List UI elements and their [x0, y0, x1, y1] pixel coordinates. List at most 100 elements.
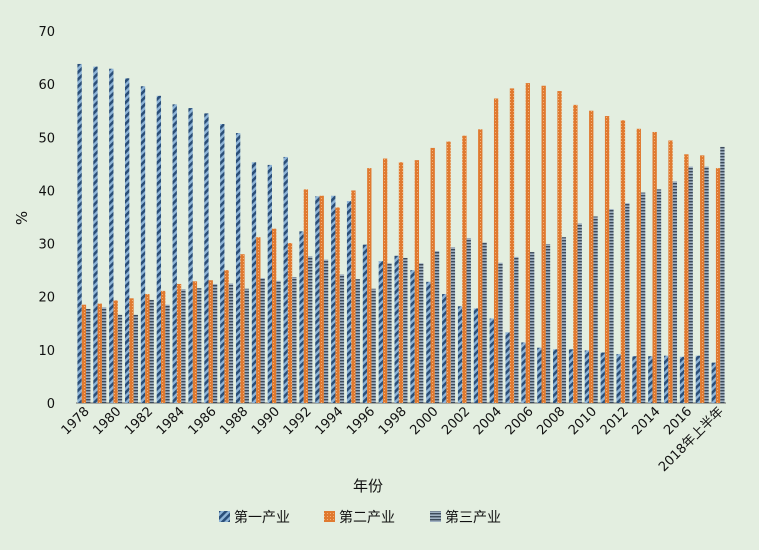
- bar-series-1-2001: [442, 294, 447, 403]
- bar-series-1-2014: [648, 356, 653, 403]
- y-tick-label: 30: [38, 238, 55, 253]
- bar-series-2-1990: [272, 228, 277, 403]
- bar-series-1-1994: [331, 195, 336, 403]
- bar-series-3-2008: [561, 237, 567, 403]
- bar-series-3-2017: [704, 166, 709, 403]
- bar-series-1-1984: [172, 104, 177, 403]
- bar-series-3-1978: [86, 308, 91, 403]
- bar-series-3-1982: [149, 299, 154, 403]
- bar-series-2-1992: [303, 189, 309, 403]
- bar-series-2-2008: [557, 91, 562, 404]
- bar-series-1-1997: [378, 261, 383, 403]
- bar-series-2-2009: [573, 104, 578, 404]
- bar-series-2-1978: [81, 304, 87, 403]
- bar-series-1-2000: [426, 281, 431, 403]
- x-tick-label: 1980: [90, 404, 124, 438]
- bar-series-1-2007: [537, 347, 542, 403]
- x-tick-label: 2002: [439, 404, 473, 438]
- legend-swatch: [324, 511, 335, 522]
- bar-series-3-2010: [593, 216, 598, 403]
- bar-series-3-2005: [514, 256, 519, 403]
- bar-series-3-2015: [672, 181, 678, 403]
- bar-series-3-2018年上半年: [720, 146, 725, 403]
- x-tick-label: 1994: [312, 404, 346, 438]
- bar-series-1-1991: [283, 156, 288, 403]
- x-tick-label: 1996: [344, 404, 378, 438]
- bar-series-1-1990: [267, 164, 272, 403]
- bar-series-3-1992: [308, 256, 313, 403]
- legend: 第一产业 第二产业 第三产业: [219, 509, 501, 526]
- bar-series-2-2007: [541, 85, 546, 404]
- y-tick-label: 60: [38, 78, 55, 93]
- bar-series-3-1981: [133, 314, 138, 403]
- y-tick-label: 10: [38, 344, 55, 359]
- bar-series-2-1983: [161, 290, 166, 403]
- bar-series-3-2003: [482, 242, 487, 403]
- bar-series-1-1998: [394, 255, 399, 403]
- bar-series-2-1996: [367, 168, 372, 403]
- bar-series-1-1985: [188, 108, 193, 403]
- bar-series-2-1988: [240, 254, 245, 403]
- bar-series-2-1986: [208, 280, 213, 403]
- x-tick-label: 1986: [186, 404, 220, 438]
- x-tick-label: 1998: [376, 404, 410, 438]
- bar-series-2-2005: [509, 88, 515, 403]
- bar-series-3-2007: [545, 244, 551, 403]
- bar-series-1-2004: [489, 318, 494, 403]
- bar-series-2-2015: [668, 140, 673, 403]
- bar-series-2-1993: [319, 195, 324, 403]
- bar-series-2-2010: [589, 110, 594, 404]
- bar-series-1-1988: [235, 133, 241, 403]
- x-tick-label: 2008: [534, 404, 568, 438]
- bar-series-3-1990: [276, 280, 281, 403]
- bar-series-1-2016: [679, 356, 685, 403]
- bar-series-3-1987: [228, 283, 234, 403]
- bar-series-2-1981: [129, 298, 134, 403]
- bar-series-1-1979: [93, 66, 98, 404]
- bar-series-1-1986: [204, 113, 209, 404]
- bar-series-3-2001: [450, 247, 456, 403]
- bar-series-2-1979: [97, 303, 102, 403]
- bar-series-2-1995: [351, 190, 356, 403]
- bar-series-2-2003: [478, 129, 483, 403]
- x-tick-label: 2012: [598, 404, 632, 438]
- bar-series-3-2016: [688, 166, 693, 403]
- bar-series-1-2010: [584, 350, 590, 403]
- y-tick-label: 50: [38, 131, 55, 146]
- y-tick-label: 40: [38, 184, 55, 199]
- bar-series-1-2017: [695, 355, 701, 403]
- bar-series-2-2017: [700, 155, 705, 403]
- y-axis-label: %: [13, 211, 31, 225]
- x-tick-label: 1992: [281, 404, 315, 438]
- bar-series-3-2009: [577, 223, 582, 403]
- bar-series-2-2018年上半年: [715, 168, 721, 403]
- bar-series-3-1983: [165, 304, 170, 403]
- bar-series-1-2002: [457, 306, 463, 403]
- bar-series-3-1991: [292, 277, 297, 403]
- x-tick-label: 2006: [503, 404, 537, 438]
- legend-item-1: 第一产业: [219, 509, 290, 526]
- x-tick-label: 1990: [249, 404, 283, 438]
- bar-series-2-1982: [145, 294, 150, 403]
- x-tick-label: 2000: [408, 404, 442, 438]
- bar-series-3-1980: [117, 314, 123, 403]
- bar-series-2-1980: [113, 300, 118, 403]
- x-tick-label: 1982: [122, 404, 156, 438]
- bar-series-3-2000: [434, 251, 440, 403]
- bar-series-1-2011: [600, 352, 605, 403]
- bar-series-1-1980: [109, 68, 114, 403]
- bar-series-1-1983: [156, 95, 162, 403]
- legend-item-2: 第二产业: [324, 509, 395, 526]
- bar-series-2-2006: [525, 83, 530, 403]
- bar-series-1-1978: [77, 63, 82, 403]
- bar-series-2-2004: [493, 98, 499, 404]
- bar-series-1-2008: [553, 349, 558, 403]
- bar-series-1-1996: [362, 244, 368, 403]
- bar-series-2-2012: [620, 120, 626, 403]
- bar-series-3-2012: [625, 203, 630, 403]
- bar-series-1-1999: [410, 270, 415, 403]
- bar-series-1-1981: [124, 78, 130, 404]
- x-tick-label: 2010: [566, 404, 600, 438]
- legend-label: 第三产业: [445, 509, 501, 526]
- bar-series-1-1987: [220, 124, 225, 403]
